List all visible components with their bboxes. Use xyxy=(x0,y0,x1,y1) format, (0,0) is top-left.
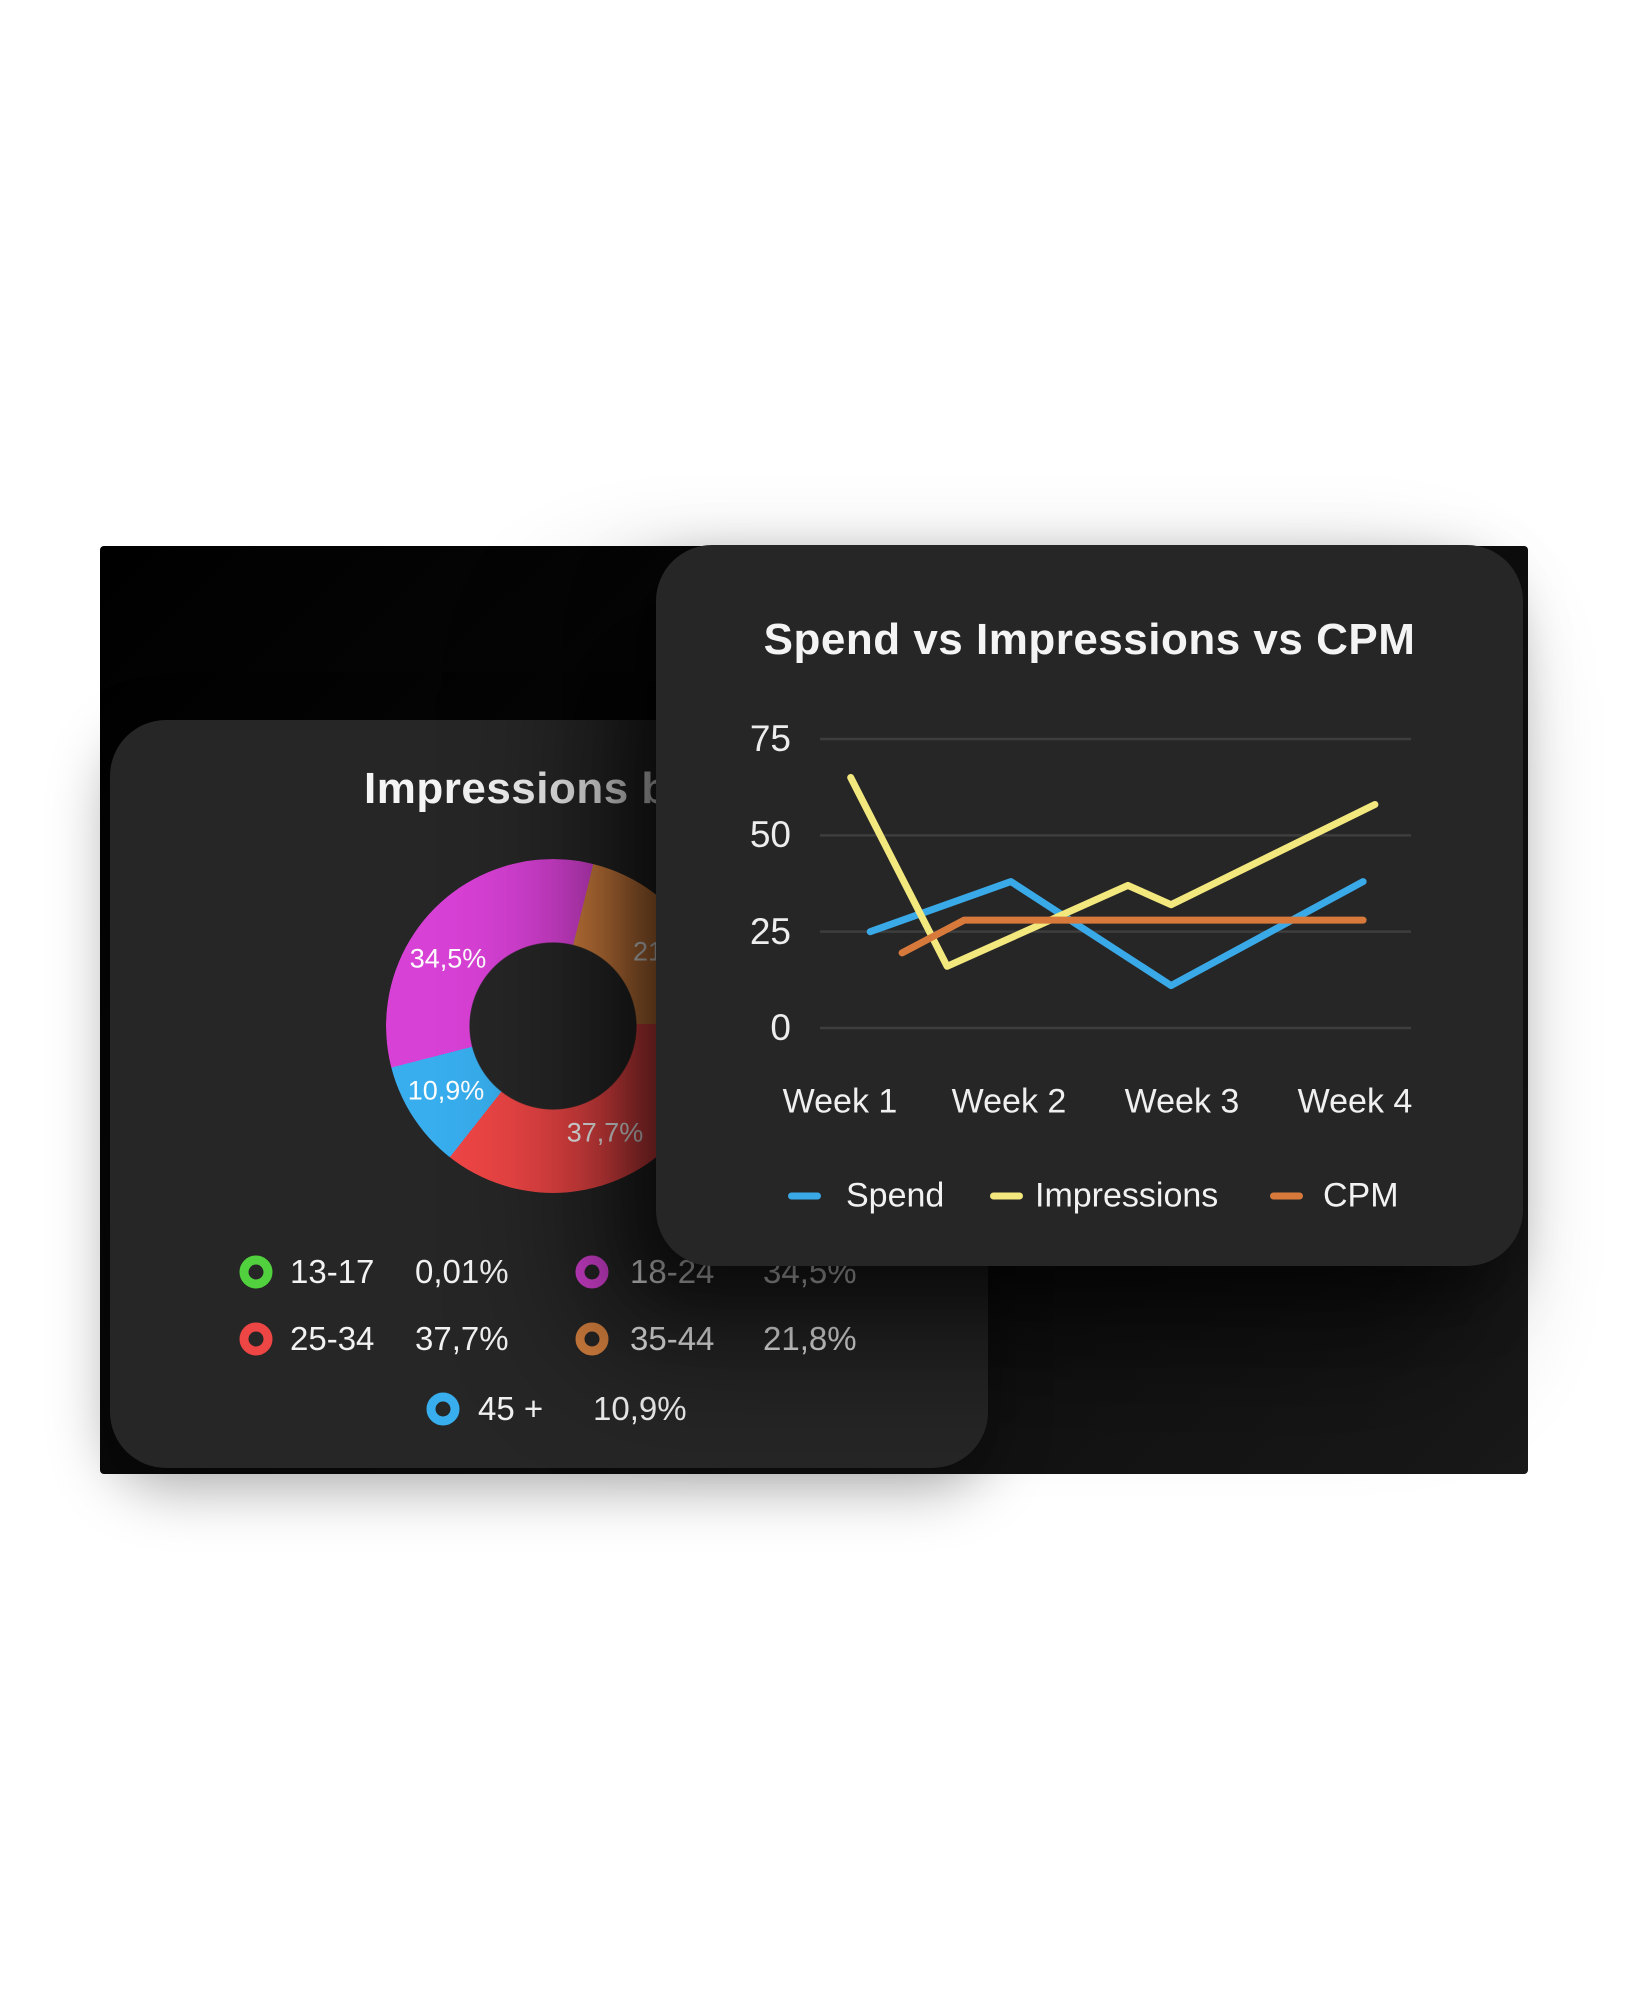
pie-legend-item-45plus: 45 + 10,9% xyxy=(110,1390,988,1427)
line-swatch-icon xyxy=(1270,1192,1303,1200)
pie-legend-label: 45 + xyxy=(478,1390,544,1427)
x-axis-label-week3: Week 3 xyxy=(1124,1082,1240,1121)
pie-legend-item-25-34: 25-34 37,7% xyxy=(110,1320,988,1357)
x-axis-label-week2: Week 2 xyxy=(951,1082,1067,1121)
donut-slice-label-45plus: 10,9% xyxy=(407,1075,485,1106)
pie-legend-value: 21,8% xyxy=(763,1320,857,1357)
ring-icon xyxy=(426,1392,460,1426)
line-chart-plot xyxy=(820,737,1411,1030)
x-axis-label-week4: Week 4 xyxy=(1297,1082,1413,1121)
donut-slice-label-25-34: 37,7% xyxy=(566,1117,644,1148)
pie-legend-label: 13-17 xyxy=(290,1253,375,1290)
ring-icon xyxy=(575,1255,609,1289)
pie-legend-item-35-44: 35-44 21,8% xyxy=(110,1320,988,1357)
ring-icon xyxy=(239,1322,273,1356)
pie-legend-label: 35-44 xyxy=(630,1320,715,1357)
pie-legend-value: 0,01% xyxy=(415,1253,509,1290)
line-legend-label: CPM xyxy=(1323,1176,1399,1215)
pie-legend-label: 25-34 xyxy=(290,1320,375,1357)
ring-icon xyxy=(239,1255,273,1289)
line-swatch-icon xyxy=(788,1192,821,1200)
line-card-title: Spend vs Impressions vs CPM xyxy=(763,615,1416,664)
y-axis-tick-75: 75 xyxy=(749,718,791,759)
line-swatch-icon xyxy=(990,1192,1023,1200)
donut-slice-label-18-24: 34,5% xyxy=(409,943,487,974)
pie-legend-value: 37,7% xyxy=(415,1320,509,1357)
line-legend-label: Impressions xyxy=(1035,1176,1219,1215)
y-axis-tick-0: 0 xyxy=(770,1007,791,1048)
spend-impressions-cpm-card: Spend vs Impressions vs CPM 75 50 25 0 W… xyxy=(656,545,1523,1266)
pie-legend-item-13-17: 13-17 0,01% xyxy=(110,1253,988,1290)
y-axis-tick-50: 50 xyxy=(749,814,791,855)
pie-legend-value: 10,9% xyxy=(593,1390,687,1427)
y-axis-tick-25: 25 xyxy=(749,911,791,952)
ring-icon xyxy=(575,1322,609,1356)
x-axis-label-week1: Week 1 xyxy=(782,1082,898,1121)
line-legend-label: Spend xyxy=(846,1176,945,1215)
pie-card-title: Impressions by xyxy=(364,764,694,813)
